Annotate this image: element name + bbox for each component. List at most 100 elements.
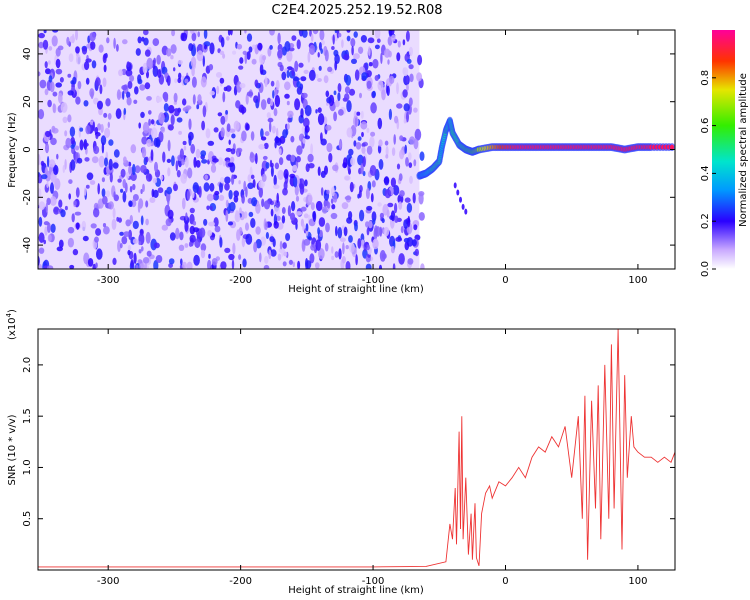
noise-blob bbox=[220, 115, 226, 125]
noise-blob bbox=[75, 187, 80, 198]
noise-blob bbox=[83, 252, 90, 265]
noise-blob bbox=[106, 190, 110, 198]
noise-blob bbox=[168, 258, 175, 265]
noise-blob bbox=[214, 225, 221, 233]
noise-blob bbox=[300, 108, 304, 118]
noise-blob bbox=[138, 249, 142, 254]
noise-blob bbox=[103, 53, 107, 61]
x-tick-label: -300 bbox=[97, 275, 120, 286]
y-tick-label: -20 bbox=[22, 189, 33, 205]
noise-blob bbox=[76, 157, 83, 164]
noise-blob bbox=[345, 245, 349, 250]
noise-blob bbox=[318, 217, 326, 227]
noise-blob bbox=[153, 137, 159, 147]
noise-blob bbox=[55, 82, 62, 88]
noise-blob bbox=[288, 259, 293, 265]
noise-blob bbox=[412, 192, 416, 204]
noise-blob bbox=[260, 136, 267, 141]
noise-blob bbox=[337, 33, 342, 38]
noise-blob bbox=[367, 37, 375, 44]
noise-blob bbox=[263, 264, 270, 269]
noise-blob bbox=[315, 239, 322, 251]
noise-blob bbox=[113, 191, 116, 199]
noise-blob bbox=[126, 96, 132, 106]
noise-blob bbox=[73, 200, 78, 206]
colorbar-ticks: 0.0 0.2 0.4 0.6 0.8 bbox=[700, 70, 716, 277]
noise-blob bbox=[119, 231, 124, 236]
noise-blob bbox=[176, 117, 183, 123]
spectrogram-y-ticks: -40 -20 0 20 40 bbox=[22, 48, 675, 253]
noise-blob bbox=[83, 142, 89, 147]
noise-blob bbox=[287, 205, 291, 217]
noise-blob bbox=[346, 30, 351, 33]
noise-blob bbox=[302, 137, 306, 144]
noise-blob bbox=[192, 227, 200, 233]
noise-blob bbox=[55, 68, 63, 75]
noise-blob bbox=[399, 190, 405, 197]
noise-blob bbox=[56, 153, 59, 160]
noise-blob bbox=[331, 255, 335, 261]
noise-blob bbox=[277, 49, 283, 59]
noise-blob bbox=[263, 200, 271, 210]
noise-blob bbox=[318, 65, 322, 71]
noise-blob bbox=[241, 130, 247, 142]
noise-blob bbox=[291, 201, 296, 212]
noise-blob bbox=[300, 76, 307, 82]
noise-blob bbox=[175, 227, 180, 240]
noise-blob bbox=[90, 223, 97, 229]
spectrogram-x-label: Height of straight line (km) bbox=[288, 284, 424, 295]
noise-blob bbox=[409, 175, 413, 184]
noise-blob bbox=[62, 165, 65, 173]
noise-blob bbox=[41, 174, 48, 180]
noise-blob bbox=[275, 215, 281, 221]
noise-blob bbox=[391, 147, 396, 157]
noise-blob bbox=[47, 234, 52, 242]
y-tick-label: 40 bbox=[22, 48, 33, 61]
noise-blob bbox=[244, 52, 248, 65]
noise-blob bbox=[58, 239, 64, 248]
noise-blob bbox=[254, 153, 258, 165]
noise-blob bbox=[403, 237, 410, 243]
noise-blob bbox=[385, 146, 389, 157]
noise-blob bbox=[84, 61, 90, 71]
noise-blob bbox=[157, 69, 162, 78]
noise-blob bbox=[180, 173, 187, 184]
noise-blob bbox=[370, 193, 374, 203]
colorbar-gradient bbox=[712, 30, 735, 269]
noise-blob bbox=[344, 86, 351, 94]
noise-blob bbox=[102, 223, 107, 228]
noise-blob bbox=[351, 246, 358, 258]
noise-blob bbox=[399, 149, 405, 160]
noise-blob bbox=[203, 182, 210, 192]
noise-blob bbox=[413, 159, 417, 167]
noise-blob bbox=[76, 54, 81, 65]
noise-blob bbox=[189, 225, 195, 235]
noise-blob bbox=[146, 250, 152, 257]
noise-blob bbox=[394, 202, 398, 214]
noise-blob bbox=[188, 43, 194, 52]
noise-blob bbox=[143, 37, 149, 46]
noise-blob bbox=[261, 173, 267, 182]
noise-blob bbox=[225, 85, 232, 92]
noise-blob bbox=[375, 226, 381, 237]
noise-blob bbox=[381, 253, 387, 260]
noise-blob bbox=[374, 44, 380, 50]
noise-blob bbox=[119, 243, 123, 249]
noise-blob bbox=[308, 69, 316, 81]
noise-blob bbox=[209, 90, 215, 96]
noise-blob bbox=[222, 160, 226, 167]
noise-blob bbox=[192, 182, 199, 194]
noise-blob bbox=[417, 54, 423, 66]
noise-blob bbox=[100, 123, 104, 133]
noise-blob bbox=[177, 60, 183, 65]
noise-blob bbox=[396, 163, 401, 170]
noise-blob bbox=[372, 218, 376, 225]
noise-blob bbox=[137, 259, 143, 264]
noise-blob bbox=[123, 231, 130, 238]
noise-blob bbox=[381, 89, 386, 101]
noise-blob bbox=[337, 92, 341, 102]
noise-blob bbox=[337, 83, 342, 93]
noise-blob bbox=[145, 200, 149, 208]
noise-blob bbox=[416, 72, 423, 82]
